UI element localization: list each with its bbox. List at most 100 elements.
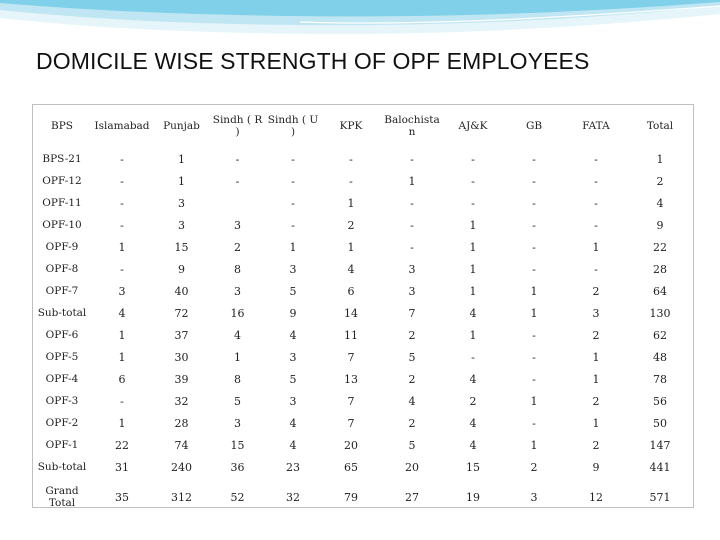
table-cell: 5 xyxy=(289,284,297,298)
table-row: OPF-11 - 3 - 1 - - - - 4 xyxy=(33,193,693,215)
table-cell: 7 xyxy=(408,306,416,320)
table-cell: 4 xyxy=(289,416,297,430)
table-cell: 3 xyxy=(408,262,416,276)
table-row: OPF-6 1 37 4 4 11 2 1 - 2 62 xyxy=(33,325,693,347)
table-cell: 13 xyxy=(344,372,358,386)
row-label-cell: OPF-4 xyxy=(45,373,79,386)
table-cell: 3 xyxy=(530,490,538,504)
strength-table: BPS Islamabad Punjab Sindh ( R ) Sindh (… xyxy=(33,105,693,517)
table-cell: 23 xyxy=(286,460,300,474)
table-cell: - xyxy=(235,152,240,166)
header-cell-sindh-u: Sindh ( U ) xyxy=(267,114,319,138)
table-cell: - xyxy=(291,174,295,188)
table-cell: 20 xyxy=(344,438,358,452)
table-cell: 7 xyxy=(347,394,355,408)
table-cell: - xyxy=(532,152,536,166)
table-cell: 4 xyxy=(289,438,297,452)
table-row: OPF-12 - 1 - - - 1 - - - 2 xyxy=(33,171,693,193)
table-cell: 32 xyxy=(286,490,300,504)
table-cell: 240 xyxy=(171,460,192,474)
row-label-cell: OPF-9 xyxy=(45,241,79,254)
row-label-cell: OPF-6 xyxy=(45,329,79,342)
table-cell: - xyxy=(594,196,598,210)
row-label-cell: OPF-11 xyxy=(42,197,82,210)
row-label-cell: Sub-total xyxy=(37,461,87,474)
table-cell: - xyxy=(532,240,536,254)
table-cell: 9 xyxy=(656,218,664,232)
table-cell: 4 xyxy=(469,306,477,320)
row-label-cell: Sub-total xyxy=(37,307,87,320)
table-cell: 2 xyxy=(592,394,600,408)
table-cell: 4 xyxy=(118,306,126,320)
table-row: OPF-10 - 3 3 - 2 - 1 - - 9 xyxy=(33,215,693,237)
table-cell: 62 xyxy=(653,328,667,342)
header-row: BPS Islamabad Punjab Sindh ( R ) Sindh (… xyxy=(33,105,693,149)
table-cell: 40 xyxy=(174,284,189,298)
table-cell: 1 xyxy=(408,174,416,188)
table-cell: 1 xyxy=(530,284,538,298)
table-cell: 1 xyxy=(592,240,600,254)
table-cell: 19 xyxy=(466,490,480,504)
table-cell: 78 xyxy=(653,372,667,386)
header-cell-ajk: AJ&K xyxy=(458,120,488,133)
table-cell: - xyxy=(120,152,124,166)
table-cell: 31 xyxy=(115,460,129,474)
decorative-swoosh xyxy=(0,0,720,35)
table-cell: 312 xyxy=(171,490,192,504)
header-cell-kpk: KPK xyxy=(339,120,363,133)
table-cell: 28 xyxy=(653,262,667,276)
table-cell: 1 xyxy=(178,152,185,166)
table-cell: - xyxy=(471,174,475,188)
table-cell: 72 xyxy=(174,306,189,320)
table-cell: 65 xyxy=(344,460,358,474)
table-cell: - xyxy=(410,196,414,210)
table-cell: 1 xyxy=(530,306,538,320)
table-cell: 1 xyxy=(592,416,600,430)
table-cell: 4 xyxy=(234,328,241,342)
table-cell: - xyxy=(532,218,536,232)
table-cell: 5 xyxy=(234,394,241,408)
table-cell: 3 xyxy=(592,306,600,320)
page-title: DOMICILE WISE STRENGTH OF OPF EMPLOYEES xyxy=(36,48,590,74)
table-row: OPF-9 1 15 2 1 1 - 1 - 1 22 xyxy=(33,237,693,259)
table-cell: - xyxy=(349,152,353,166)
table-cell: 3 xyxy=(289,262,297,276)
table-cell: - xyxy=(120,218,124,232)
table-cell: 1 xyxy=(234,350,241,364)
table-cell: 441 xyxy=(649,460,671,474)
table-cell: 3 xyxy=(178,196,185,210)
table-cell: 74 xyxy=(174,438,189,452)
table-cell: - xyxy=(291,196,295,210)
table-cell: 56 xyxy=(653,394,667,408)
table-cell: 3 xyxy=(234,416,241,430)
row-label-cell: OPF-10 xyxy=(42,219,82,232)
table-cell: 35 xyxy=(115,490,129,504)
table-row: OPF-4 6 39 8 5 13 2 4 - 1 78 xyxy=(33,369,693,391)
table-cell: - xyxy=(120,196,124,210)
table-cell: 1 xyxy=(118,350,126,364)
table-cell: 2 xyxy=(530,460,538,474)
table-cell: - xyxy=(594,152,598,166)
table-cell: - xyxy=(471,196,475,210)
table-cell: 7 xyxy=(347,416,355,430)
table-cell: 1 xyxy=(530,394,538,408)
table-row: OPF-1 22 74 15 4 20 5 4 1 2 147 xyxy=(33,435,693,457)
table-cell: 50 xyxy=(653,416,667,430)
table-cell: 147 xyxy=(649,438,671,452)
table-cell: 32 xyxy=(174,394,189,408)
table-row: Sub-total 31 240 36 23 65 20 15 2 9 441 xyxy=(33,457,693,479)
header-cell-islamabad: Islamabad xyxy=(94,120,150,133)
table-cell: - xyxy=(120,262,124,276)
header-cell-bps: BPS xyxy=(51,120,73,133)
table-cell: 36 xyxy=(230,460,245,474)
table-cell: 3 xyxy=(289,394,297,408)
header-cell-total: Total xyxy=(646,120,674,133)
table-cell: 2 xyxy=(592,328,600,342)
table-cell: 7 xyxy=(347,350,355,364)
table-cell: 9 xyxy=(592,460,600,474)
table-cell: 15 xyxy=(174,240,189,254)
table-cell: - xyxy=(471,350,475,364)
table-cell: 3 xyxy=(289,350,297,364)
table-cell: 2 xyxy=(592,438,600,452)
table-cell: 3 xyxy=(234,218,241,232)
